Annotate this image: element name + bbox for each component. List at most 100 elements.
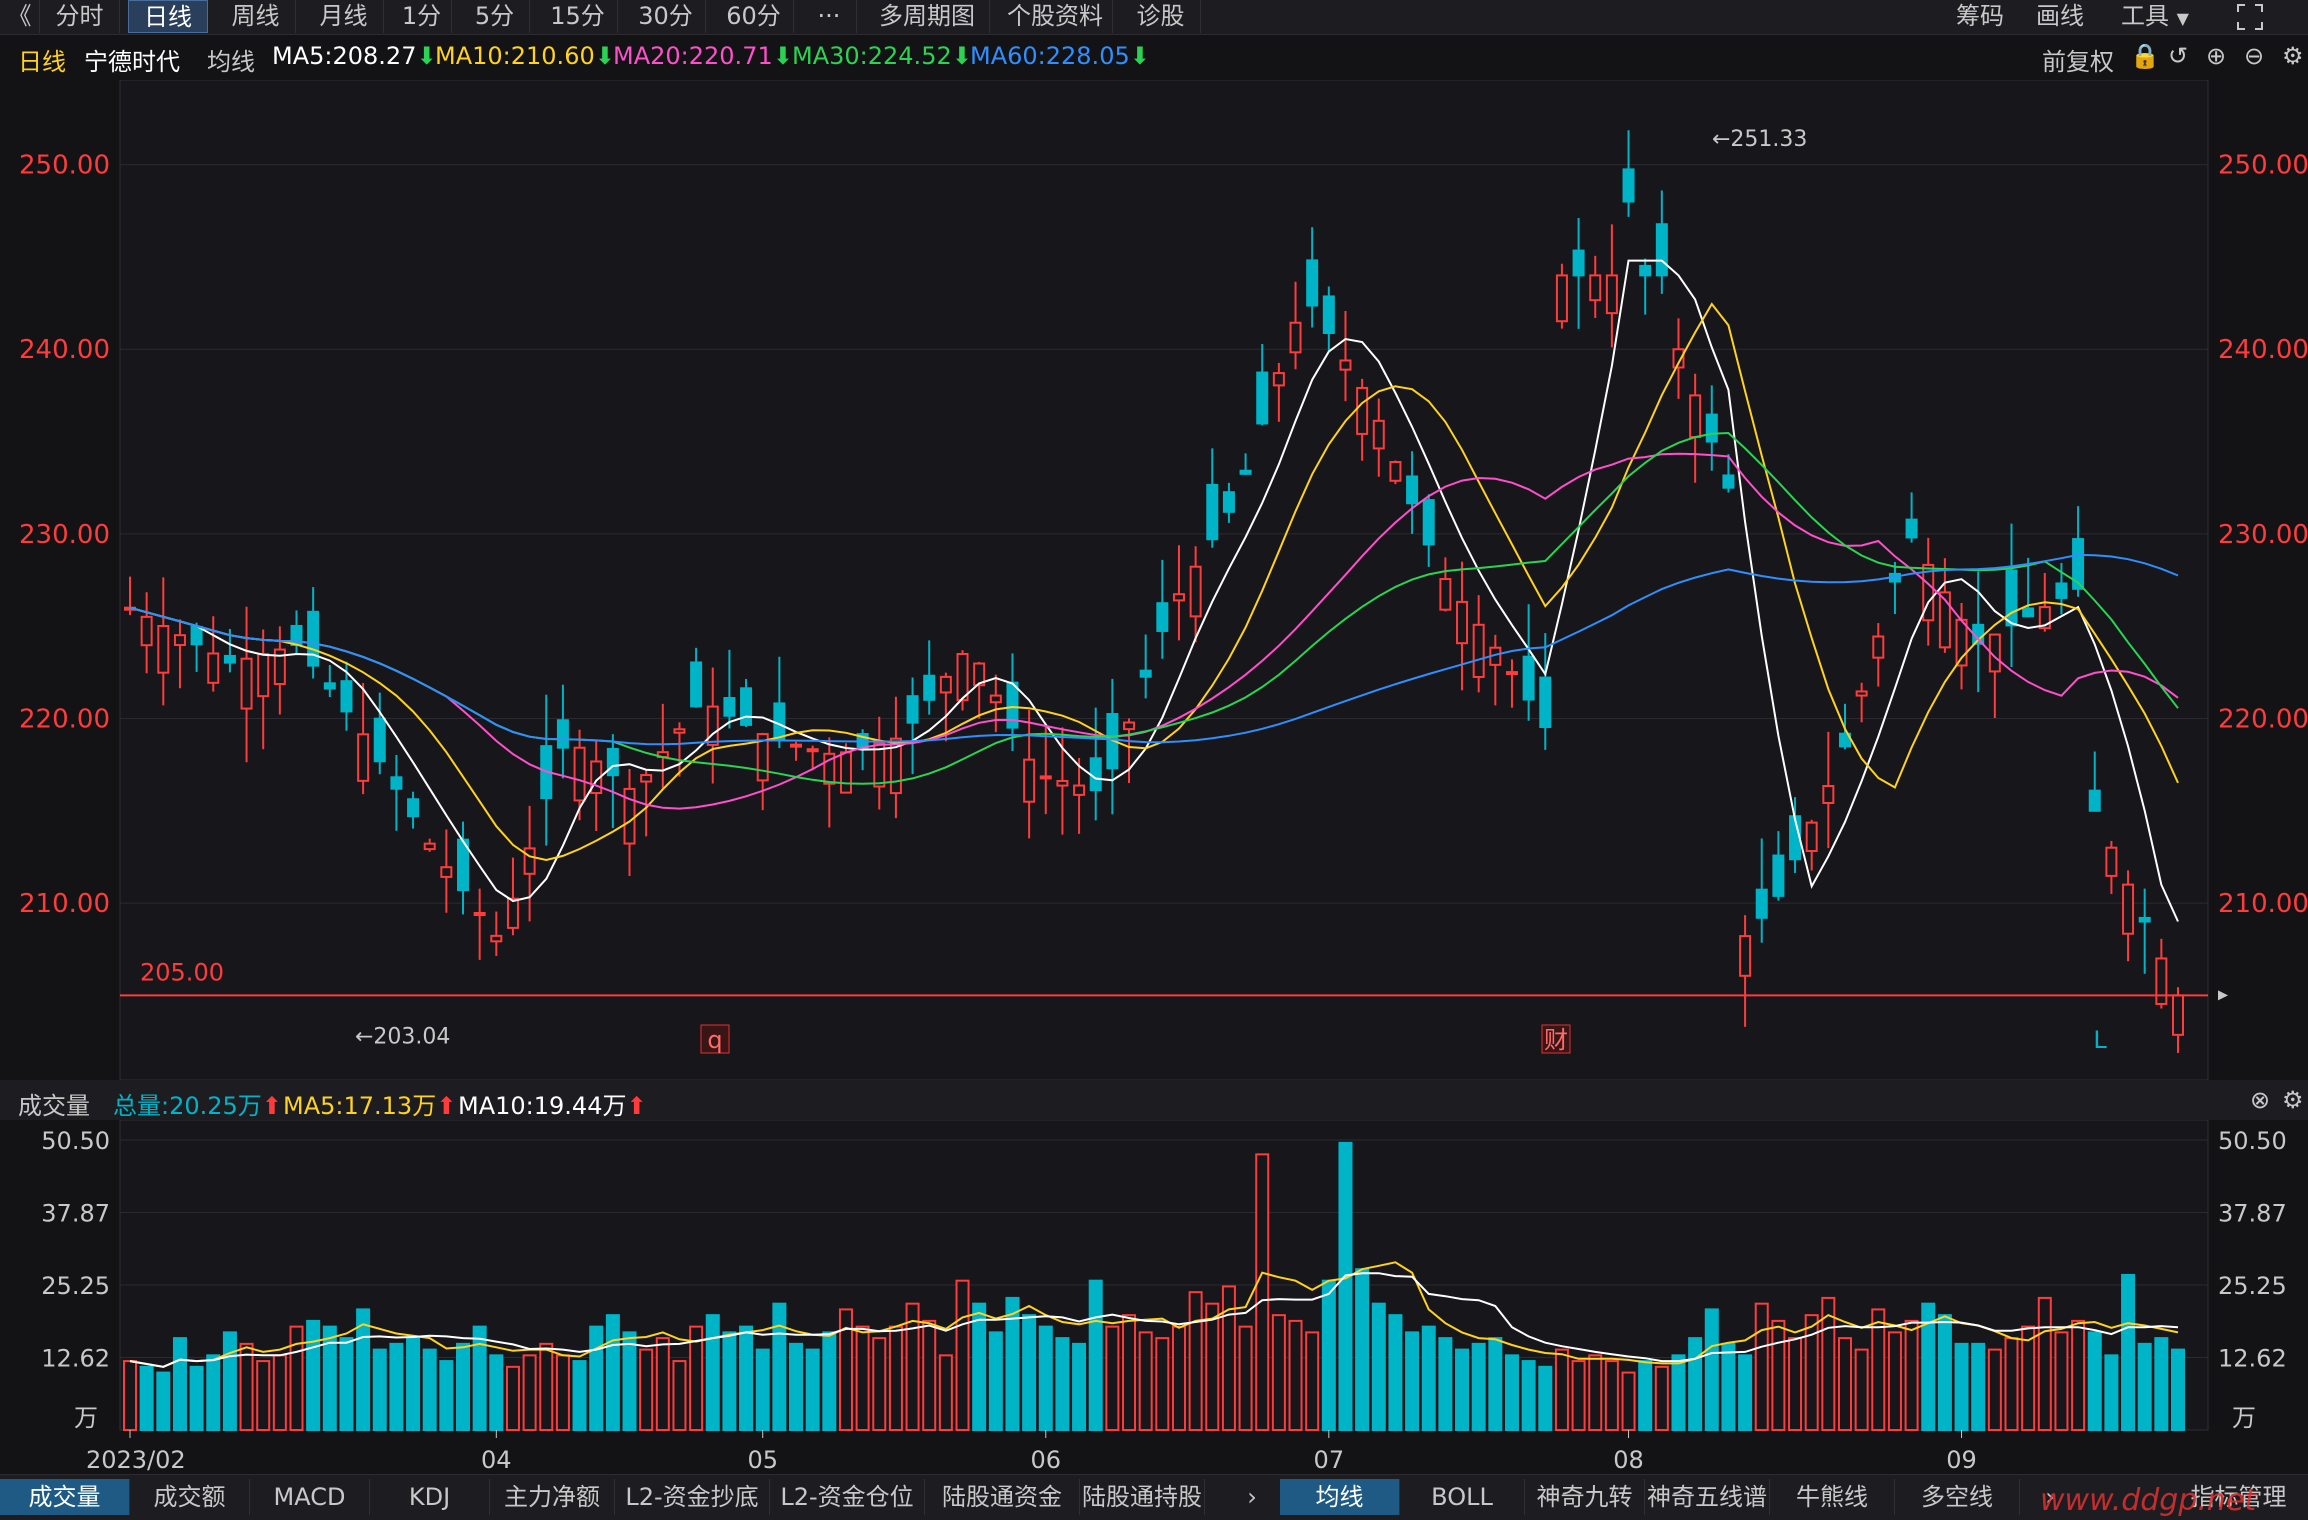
candle-body [2122, 883, 2135, 935]
volume-title[interactable]: 成交量 [18, 1092, 90, 1120]
price-tick-left: 210.00 [19, 889, 110, 919]
indicator-tab-1[interactable]: 成交额 [130, 1479, 250, 1515]
x-tick-label: 09 [1946, 1446, 1977, 1474]
lock-icon[interactable]: 🔒 [2130, 42, 2160, 70]
period-button-2[interactable]: 周线 [216, 0, 296, 33]
volume-bar [1721, 1342, 1736, 1431]
volume-bar [472, 1325, 487, 1431]
overlay-tab-1[interactable]: BOLL [1400, 1479, 1525, 1515]
volume-bar [1355, 1268, 1370, 1431]
volume-bar [239, 1342, 254, 1431]
indicator-tab-6[interactable]: L2-资金仓位 [770, 1479, 925, 1515]
candle-body [1372, 419, 1385, 450]
period-button-4[interactable]: 1分 [392, 0, 452, 33]
overlay-tab-3[interactable]: 神奇五线谱 [1645, 1479, 1770, 1515]
period-button-1[interactable]: 日线 [128, 0, 208, 33]
overlay-tab-5[interactable]: 多空线 [1895, 1479, 2020, 1515]
x-tick-label: 2023/02 [86, 1446, 186, 1474]
tabs-scroll-right-button[interactable]: › [1232, 1479, 1272, 1515]
gear-icon[interactable]: ⚙ [2282, 1086, 2304, 1114]
volume-bar [339, 1337, 354, 1431]
volume-bar [1371, 1302, 1386, 1431]
adjust-label[interactable]: 前复权 [2042, 48, 2114, 76]
candle-body [390, 776, 403, 790]
indicator-tab-3[interactable]: KDJ [370, 1479, 490, 1515]
event-marker-bg [700, 1024, 730, 1054]
candle-body [190, 625, 203, 646]
candle-body [1023, 758, 1036, 803]
toolbar-tools-button[interactable]: 工具 ▼ [2121, 2, 2189, 30]
candle-body [523, 847, 536, 875]
period-button-12[interactable]: 诊股 [1121, 0, 1201, 33]
candle-body [556, 719, 569, 749]
volume-bar [1088, 1279, 1103, 1432]
indicator-tab-0[interactable]: 成交量 [0, 1479, 130, 1515]
candle-body [2155, 957, 2168, 1005]
volume-bar [1554, 1348, 1569, 1432]
period-button-6[interactable]: 15分 [538, 0, 618, 33]
candle-body [756, 733, 769, 782]
candle-body [1306, 259, 1319, 307]
kline-chart-area[interactable]: 250.00 250.00 240.00 240.00 230.00 230.00 220.… [0, 80, 2308, 1474]
period-button-3[interactable]: 月线 [304, 0, 384, 33]
toolbar-chips-button[interactable]: 筹码 [1956, 2, 2004, 30]
kline-svg[interactable]: 250.00 250.00 240.00 240.00 230.00 230.00 220.… [0, 80, 2308, 1480]
volume-bar [855, 1325, 870, 1431]
period-button-9[interactable]: ··· [802, 0, 857, 33]
overlay-tab-4[interactable]: 牛熊线 [1770, 1479, 1895, 1515]
period-button-8[interactable]: 60分 [714, 0, 794, 33]
candle-body [1456, 600, 1469, 645]
back-button[interactable]: 《 [0, 0, 40, 33]
candle-body [1705, 413, 1718, 443]
indicator-tab-8[interactable]: 陆股通持股 [1080, 1479, 1205, 1515]
ma-label[interactable]: 均线 [207, 48, 255, 76]
period-button-5[interactable]: 5分 [460, 0, 530, 33]
overlay-tab-2[interactable]: 神奇九转 [1525, 1479, 1645, 1515]
volume-bar [1571, 1360, 1586, 1431]
period-button-10[interactable]: 多周期图 [865, 0, 990, 33]
indicator-tab-7[interactable]: 陆股通资金 [925, 1479, 1080, 1515]
candle-body [706, 705, 719, 746]
indicator-tab-2[interactable]: MACD [250, 1479, 370, 1515]
candle-body [1805, 821, 1818, 853]
overlay-tab-0[interactable]: 均线 [1280, 1479, 1400, 1515]
volume-bar [2054, 1331, 2069, 1431]
fullscreen-button[interactable] [2230, 0, 2270, 33]
indicator-tab-4[interactable]: 主力净额 [490, 1479, 615, 1515]
volume-bar [1788, 1337, 1803, 1431]
volume-bar [1205, 1302, 1220, 1431]
candle-body [506, 897, 519, 929]
period-button-11[interactable]: 个股资料 [998, 0, 1113, 33]
candle-body [1039, 775, 1052, 780]
volume-bar [222, 1331, 237, 1431]
stock-name[interactable]: 宁德时代 [84, 48, 180, 76]
undo-icon[interactable]: ↺ [2168, 42, 2189, 70]
candle-body [1472, 623, 1485, 678]
indicator-manage-button[interactable]: 指标管理 [2190, 1483, 2287, 1511]
candle-body [973, 662, 986, 687]
volume-bar [2004, 1337, 2019, 1431]
arrow-down-icon: ⬇ [951, 42, 972, 70]
toolbar-draw-button[interactable]: 画线 [2036, 2, 2084, 30]
zoom-out-icon[interactable]: ⊖ [2244, 42, 2265, 70]
price-tick-left: 240.00 [19, 335, 110, 365]
candle-body [790, 743, 803, 748]
chevron-right-icon: › [1247, 1483, 1257, 1511]
candle-body [240, 657, 253, 710]
candle-body [223, 654, 236, 664]
period-button-7[interactable]: 30分 [626, 0, 706, 33]
indicator-tab-5[interactable]: L2-资金抄底 [615, 1479, 770, 1515]
gear-icon[interactable]: ⚙ [2282, 42, 2304, 70]
volume-bar [1854, 1348, 1869, 1432]
zoom-in-icon[interactable]: ⊕ [2206, 42, 2227, 70]
close-icon[interactable]: ⊗ [2250, 1086, 2271, 1114]
volume-bar [1738, 1354, 1753, 1432]
volume-bar [589, 1325, 604, 1431]
volume-bar [1455, 1348, 1470, 1432]
volume-bar [256, 1360, 271, 1431]
candle-body [1689, 394, 1702, 439]
period-button-0[interactable]: 分时 [40, 0, 120, 33]
volume-bar [1987, 1348, 2002, 1432]
tabs-scroll-right-button-2[interactable]: › [2030, 1479, 2070, 1515]
price-pointer-icon [2218, 990, 2228, 1001]
